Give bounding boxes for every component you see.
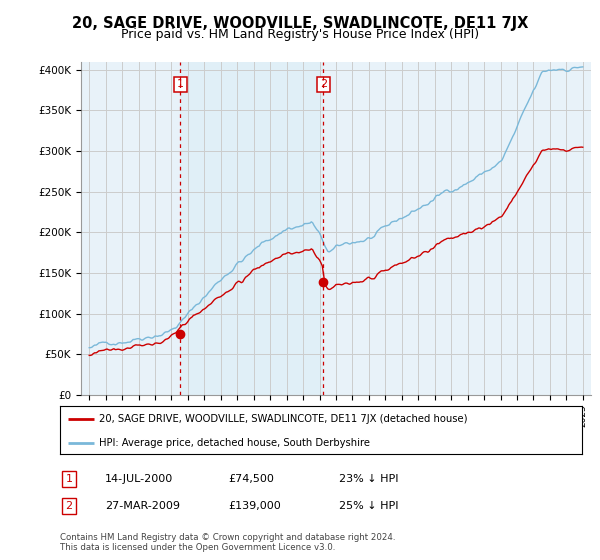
Text: 2: 2 xyxy=(320,80,327,90)
Text: Price paid vs. HM Land Registry's House Price Index (HPI): Price paid vs. HM Land Registry's House … xyxy=(121,28,479,41)
Text: 27-MAR-2009: 27-MAR-2009 xyxy=(105,501,180,511)
Text: 20, SAGE DRIVE, WOODVILLE, SWADLINCOTE, DE11 7JX (detached house): 20, SAGE DRIVE, WOODVILLE, SWADLINCOTE, … xyxy=(99,414,467,424)
Text: 20, SAGE DRIVE, WOODVILLE, SWADLINCOTE, DE11 7JX: 20, SAGE DRIVE, WOODVILLE, SWADLINCOTE, … xyxy=(72,16,528,31)
Bar xyxy=(181,62,323,395)
Text: £139,000: £139,000 xyxy=(228,501,281,511)
Text: Contains HM Land Registry data © Crown copyright and database right 2024.
This d: Contains HM Land Registry data © Crown c… xyxy=(60,533,395,552)
Text: 25% ↓ HPI: 25% ↓ HPI xyxy=(339,501,398,511)
Text: 1: 1 xyxy=(65,474,73,484)
Text: 2: 2 xyxy=(65,501,73,511)
Text: HPI: Average price, detached house, South Derbyshire: HPI: Average price, detached house, Sout… xyxy=(99,438,370,448)
Text: 14-JUL-2000: 14-JUL-2000 xyxy=(105,474,173,484)
Text: 23% ↓ HPI: 23% ↓ HPI xyxy=(339,474,398,484)
Text: £74,500: £74,500 xyxy=(228,474,274,484)
Text: 1: 1 xyxy=(177,80,184,90)
